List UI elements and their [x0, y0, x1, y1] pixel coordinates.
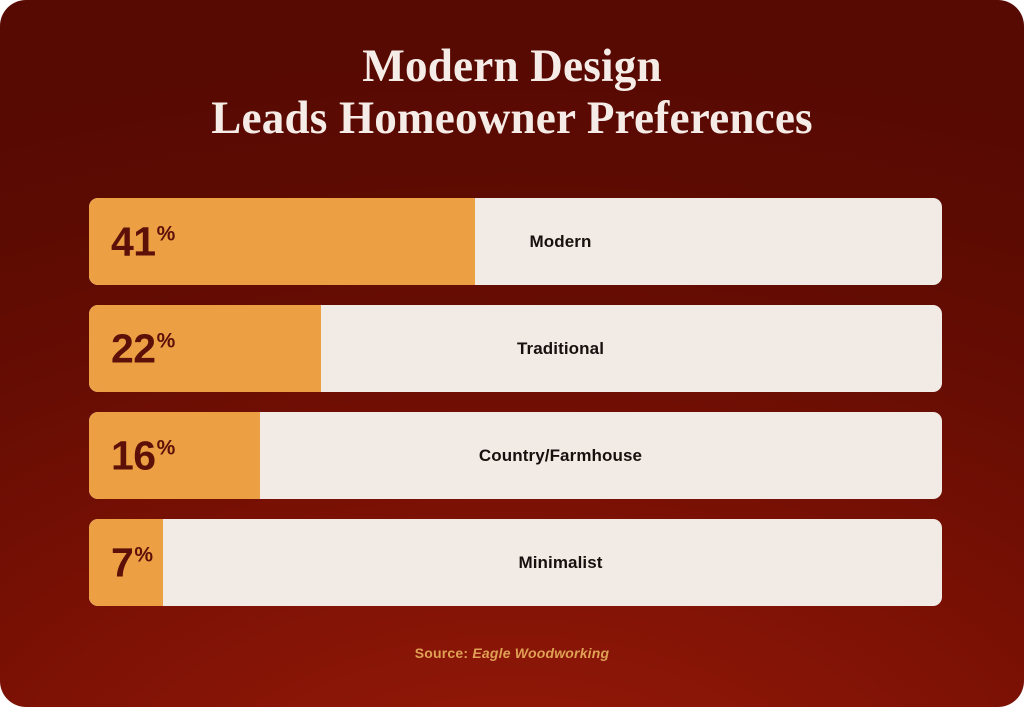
bar-row: Modern 41%	[89, 198, 942, 285]
percent-sign: %	[156, 436, 176, 459]
percent-sign: %	[134, 543, 153, 566]
bar-track	[89, 412, 942, 499]
bar-track	[89, 519, 942, 606]
bar-row: Minimalist 7%	[89, 519, 942, 606]
page-title: Modern Design Leads Homeowner Preference…	[0, 40, 1024, 144]
bar-value-number: 7	[111, 539, 134, 585]
bar-fill	[89, 198, 476, 285]
bar-track	[89, 305, 942, 392]
percent-sign: %	[156, 329, 176, 352]
bar-value-number: 41	[111, 218, 156, 264]
title-line-1: Modern Design	[362, 40, 662, 92]
bar-fill	[89, 305, 322, 392]
bar-value-number: 16	[111, 432, 156, 478]
percent-sign: %	[156, 222, 176, 245]
title-line-2: Leads Homeowner Preferences	[211, 92, 813, 144]
source-attribution: Source: Eagle Woodworking	[0, 645, 1024, 661]
bar-value: 41%	[111, 221, 175, 262]
bar-value: 7%	[111, 542, 153, 583]
bar-row: Traditional 22%	[89, 305, 942, 392]
source-label: Source:	[414, 645, 469, 661]
bar-value: 22%	[111, 328, 175, 369]
bar-row: Country/Farmhouse 16%	[89, 412, 942, 499]
bar-fill	[89, 519, 164, 606]
source-name: Eagle Woodworking	[472, 645, 610, 661]
bar-track	[89, 198, 942, 285]
bar-chart: Modern 41% Traditional 22% Country/Farmh…	[89, 198, 942, 626]
bar-value: 16%	[111, 435, 175, 476]
bar-value-number: 22	[111, 325, 156, 371]
bar-fill	[89, 412, 260, 499]
